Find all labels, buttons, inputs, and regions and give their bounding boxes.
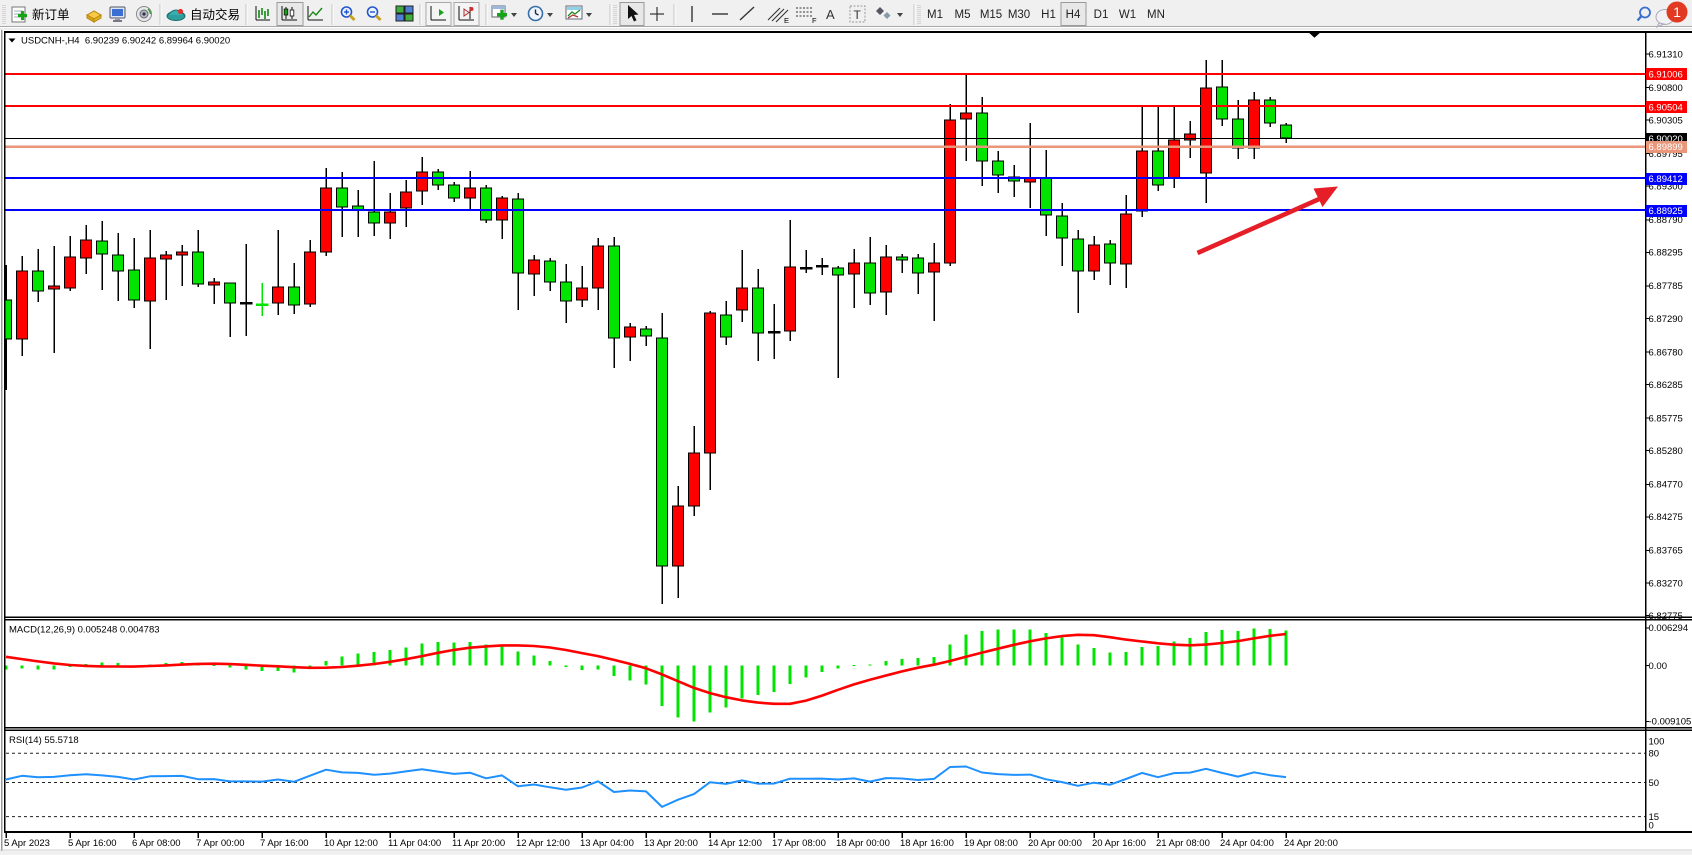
svg-text:M30: M30: [1008, 9, 1030, 21]
svg-text:11 Apr 04:00: 11 Apr 04:00: [388, 838, 441, 849]
svg-text:0.00: 0.00: [1649, 661, 1668, 672]
svg-text:80: 80: [1649, 749, 1660, 760]
svg-text:17 Apr 08:00: 17 Apr 08:00: [772, 838, 826, 849]
svg-text:6.90305: 6.90305: [1649, 115, 1683, 126]
svg-text:6.89412: 6.89412: [1649, 174, 1683, 185]
svg-text:6.84770: 6.84770: [1649, 480, 1683, 491]
svg-text:6.89795: 6.89795: [1649, 149, 1683, 160]
svg-text:6.84275: 6.84275: [1649, 512, 1683, 523]
svg-text:20 Apr 00:00: 20 Apr 00:00: [1028, 838, 1082, 849]
svg-text:MACD(12,26,9) 0.005248 0.00478: MACD(12,26,9) 0.005248 0.004783: [9, 625, 160, 636]
svg-text:11 Apr 20:00: 11 Apr 20:00: [452, 838, 505, 849]
svg-text:0.006294: 0.006294: [1649, 623, 1689, 634]
svg-text:0: 0: [1649, 820, 1654, 831]
svg-text:15: 15: [1649, 812, 1660, 823]
svg-text:100: 100: [1649, 736, 1665, 747]
svg-text:6.90020: 6.90020: [1649, 134, 1683, 145]
svg-text:6.90504: 6.90504: [1649, 102, 1683, 113]
svg-text:24 Apr 04:00: 24 Apr 04:00: [1220, 838, 1274, 849]
svg-text:13 Apr 04:00: 13 Apr 04:00: [580, 838, 634, 849]
svg-text:F: F: [812, 16, 817, 25]
svg-text:6.87290: 6.87290: [1649, 314, 1683, 325]
svg-text:6.88925: 6.88925: [1649, 206, 1683, 217]
svg-text:RSI(14) 55.5718: RSI(14) 55.5718: [9, 735, 79, 746]
svg-text:自动交易: 自动交易: [190, 7, 240, 22]
svg-text:E: E: [784, 16, 789, 25]
svg-text:6.85775: 6.85775: [1649, 413, 1683, 424]
svg-text:M15: M15: [980, 9, 1002, 21]
svg-text:5 Apr 2023: 5 Apr 2023: [4, 838, 50, 849]
svg-text:18 Apr 16:00: 18 Apr 16:00: [900, 838, 954, 849]
svg-text:50: 50: [1649, 778, 1660, 789]
svg-text:W1: W1: [1119, 9, 1136, 21]
svg-text:6.90800: 6.90800: [1649, 83, 1683, 94]
svg-text:6.91006: 6.91006: [1649, 69, 1683, 80]
svg-text:13 Apr 20:00: 13 Apr 20:00: [644, 838, 698, 849]
svg-text:H1: H1: [1041, 9, 1056, 21]
svg-text:6 Apr 08:00: 6 Apr 08:00: [132, 838, 181, 849]
svg-text:M5: M5: [955, 9, 971, 21]
svg-text:6.87785: 6.87785: [1649, 281, 1683, 292]
svg-text:1: 1: [1673, 4, 1681, 20]
svg-text:D1: D1: [1094, 9, 1109, 21]
svg-text:19 Apr 08:00: 19 Apr 08:00: [964, 838, 1018, 849]
svg-text:18 Apr 00:00: 18 Apr 00:00: [836, 838, 890, 849]
svg-text:6.82775: 6.82775: [1649, 611, 1683, 622]
svg-text:6.91310: 6.91310: [1649, 49, 1683, 60]
svg-text:7 Apr 00:00: 7 Apr 00:00: [196, 838, 245, 849]
svg-text:6.88790: 6.88790: [1649, 215, 1683, 226]
svg-text:6.89300: 6.89300: [1649, 182, 1683, 193]
svg-text:6.89899: 6.89899: [1649, 142, 1683, 153]
svg-text:6.86285: 6.86285: [1649, 380, 1683, 391]
svg-text:24 Apr 20:00: 24 Apr 20:00: [1284, 838, 1338, 849]
svg-text:20 Apr 16:00: 20 Apr 16:00: [1092, 838, 1146, 849]
svg-text:6.83765: 6.83765: [1649, 546, 1683, 557]
svg-text:21 Apr 08:00: 21 Apr 08:00: [1156, 838, 1210, 849]
svg-text:6.83270: 6.83270: [1649, 578, 1683, 589]
svg-text:6.88295: 6.88295: [1649, 248, 1683, 259]
svg-text:A: A: [826, 7, 835, 22]
svg-text:6.86780: 6.86780: [1649, 347, 1683, 358]
svg-text:6.85280: 6.85280: [1649, 446, 1683, 457]
svg-text:7 Apr 16:00: 7 Apr 16:00: [260, 838, 309, 849]
svg-text:14 Apr 12:00: 14 Apr 12:00: [708, 838, 762, 849]
svg-text:5 Apr 16:00: 5 Apr 16:00: [68, 838, 117, 849]
svg-text:M1: M1: [927, 9, 943, 21]
svg-text:H4: H4: [1066, 9, 1081, 21]
svg-text:MN: MN: [1147, 9, 1165, 21]
svg-text:12 Apr 12:00: 12 Apr 12:00: [516, 838, 570, 849]
svg-text:T: T: [854, 8, 862, 22]
svg-text:USDCNH-,H4 6.90239 6.90242 6.: USDCNH-,H4 6.90239 6.90242 6.89964 6.900…: [21, 36, 230, 47]
svg-text:-0.009105: -0.009105: [1649, 717, 1692, 728]
svg-text:新订单: 新订单: [32, 7, 70, 22]
svg-text:10 Apr 12:00: 10 Apr 12:00: [324, 838, 378, 849]
